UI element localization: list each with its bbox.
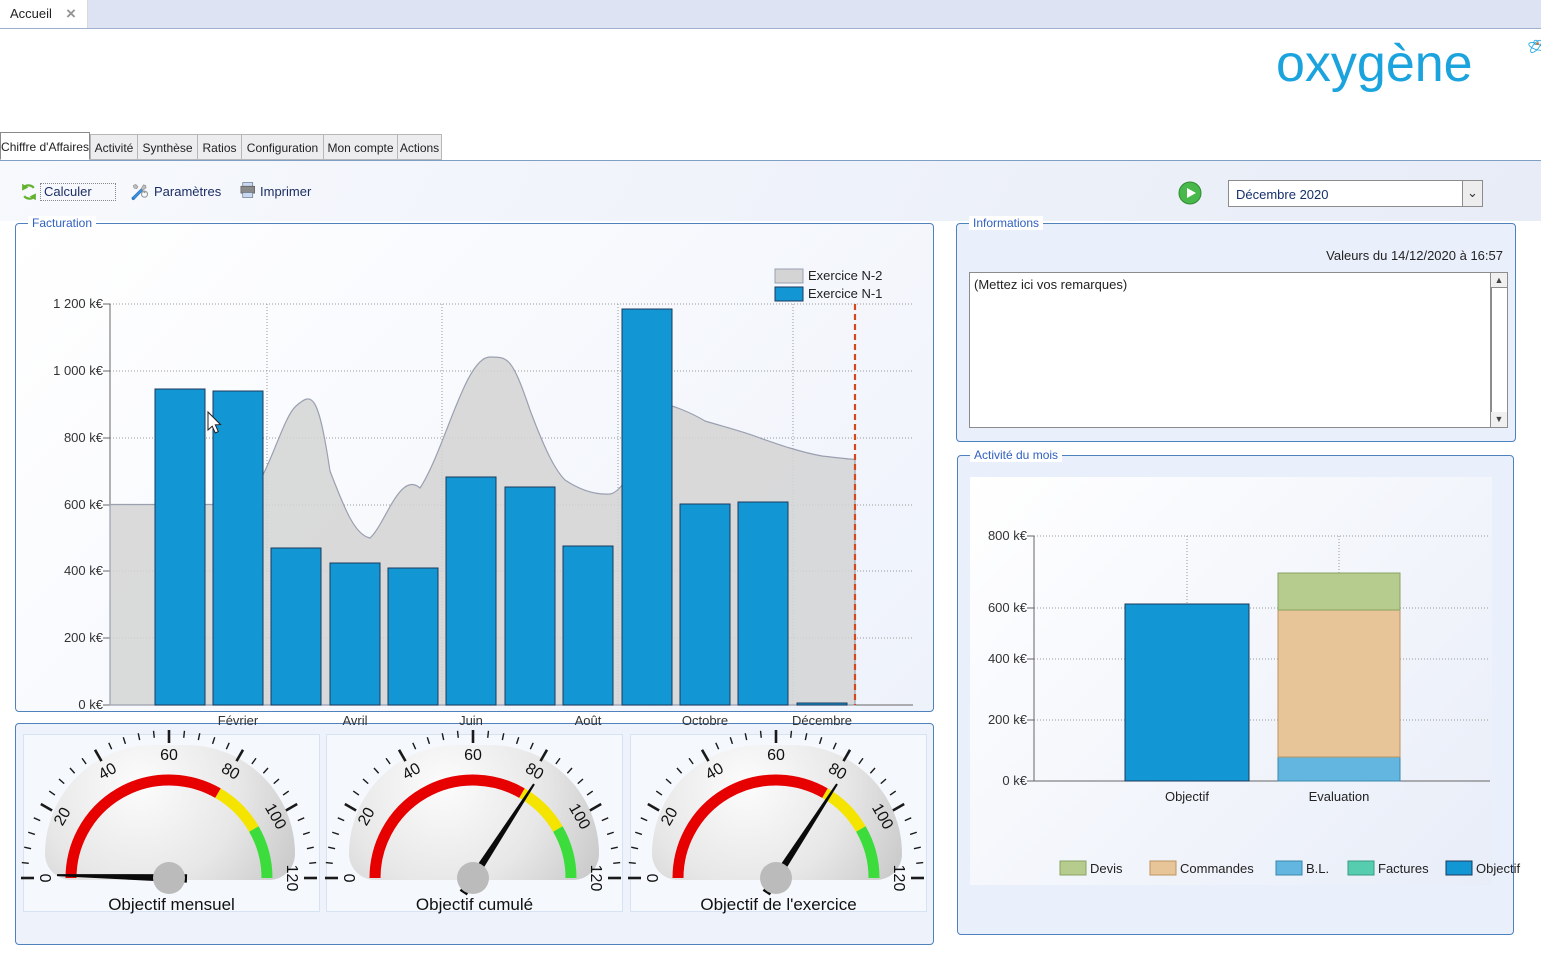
svg-text:Commandes: Commandes xyxy=(1180,861,1254,876)
svg-text:B.L.: B.L. xyxy=(1306,861,1329,876)
svg-text:Factures: Factures xyxy=(1378,861,1429,876)
svg-text:Evaluation: Evaluation xyxy=(1309,789,1370,804)
svg-text:200 k€: 200 k€ xyxy=(988,712,1028,727)
svg-text:Devis: Devis xyxy=(1090,861,1123,876)
svg-text:Objectif: Objectif xyxy=(1165,789,1209,804)
svg-text:Objectif: Objectif xyxy=(1476,861,1520,876)
svg-text:800 k€: 800 k€ xyxy=(988,528,1028,543)
svg-text:0 k€: 0 k€ xyxy=(1002,773,1027,788)
svg-text:400 k€: 400 k€ xyxy=(988,651,1028,666)
svg-text:600 k€: 600 k€ xyxy=(988,600,1028,615)
